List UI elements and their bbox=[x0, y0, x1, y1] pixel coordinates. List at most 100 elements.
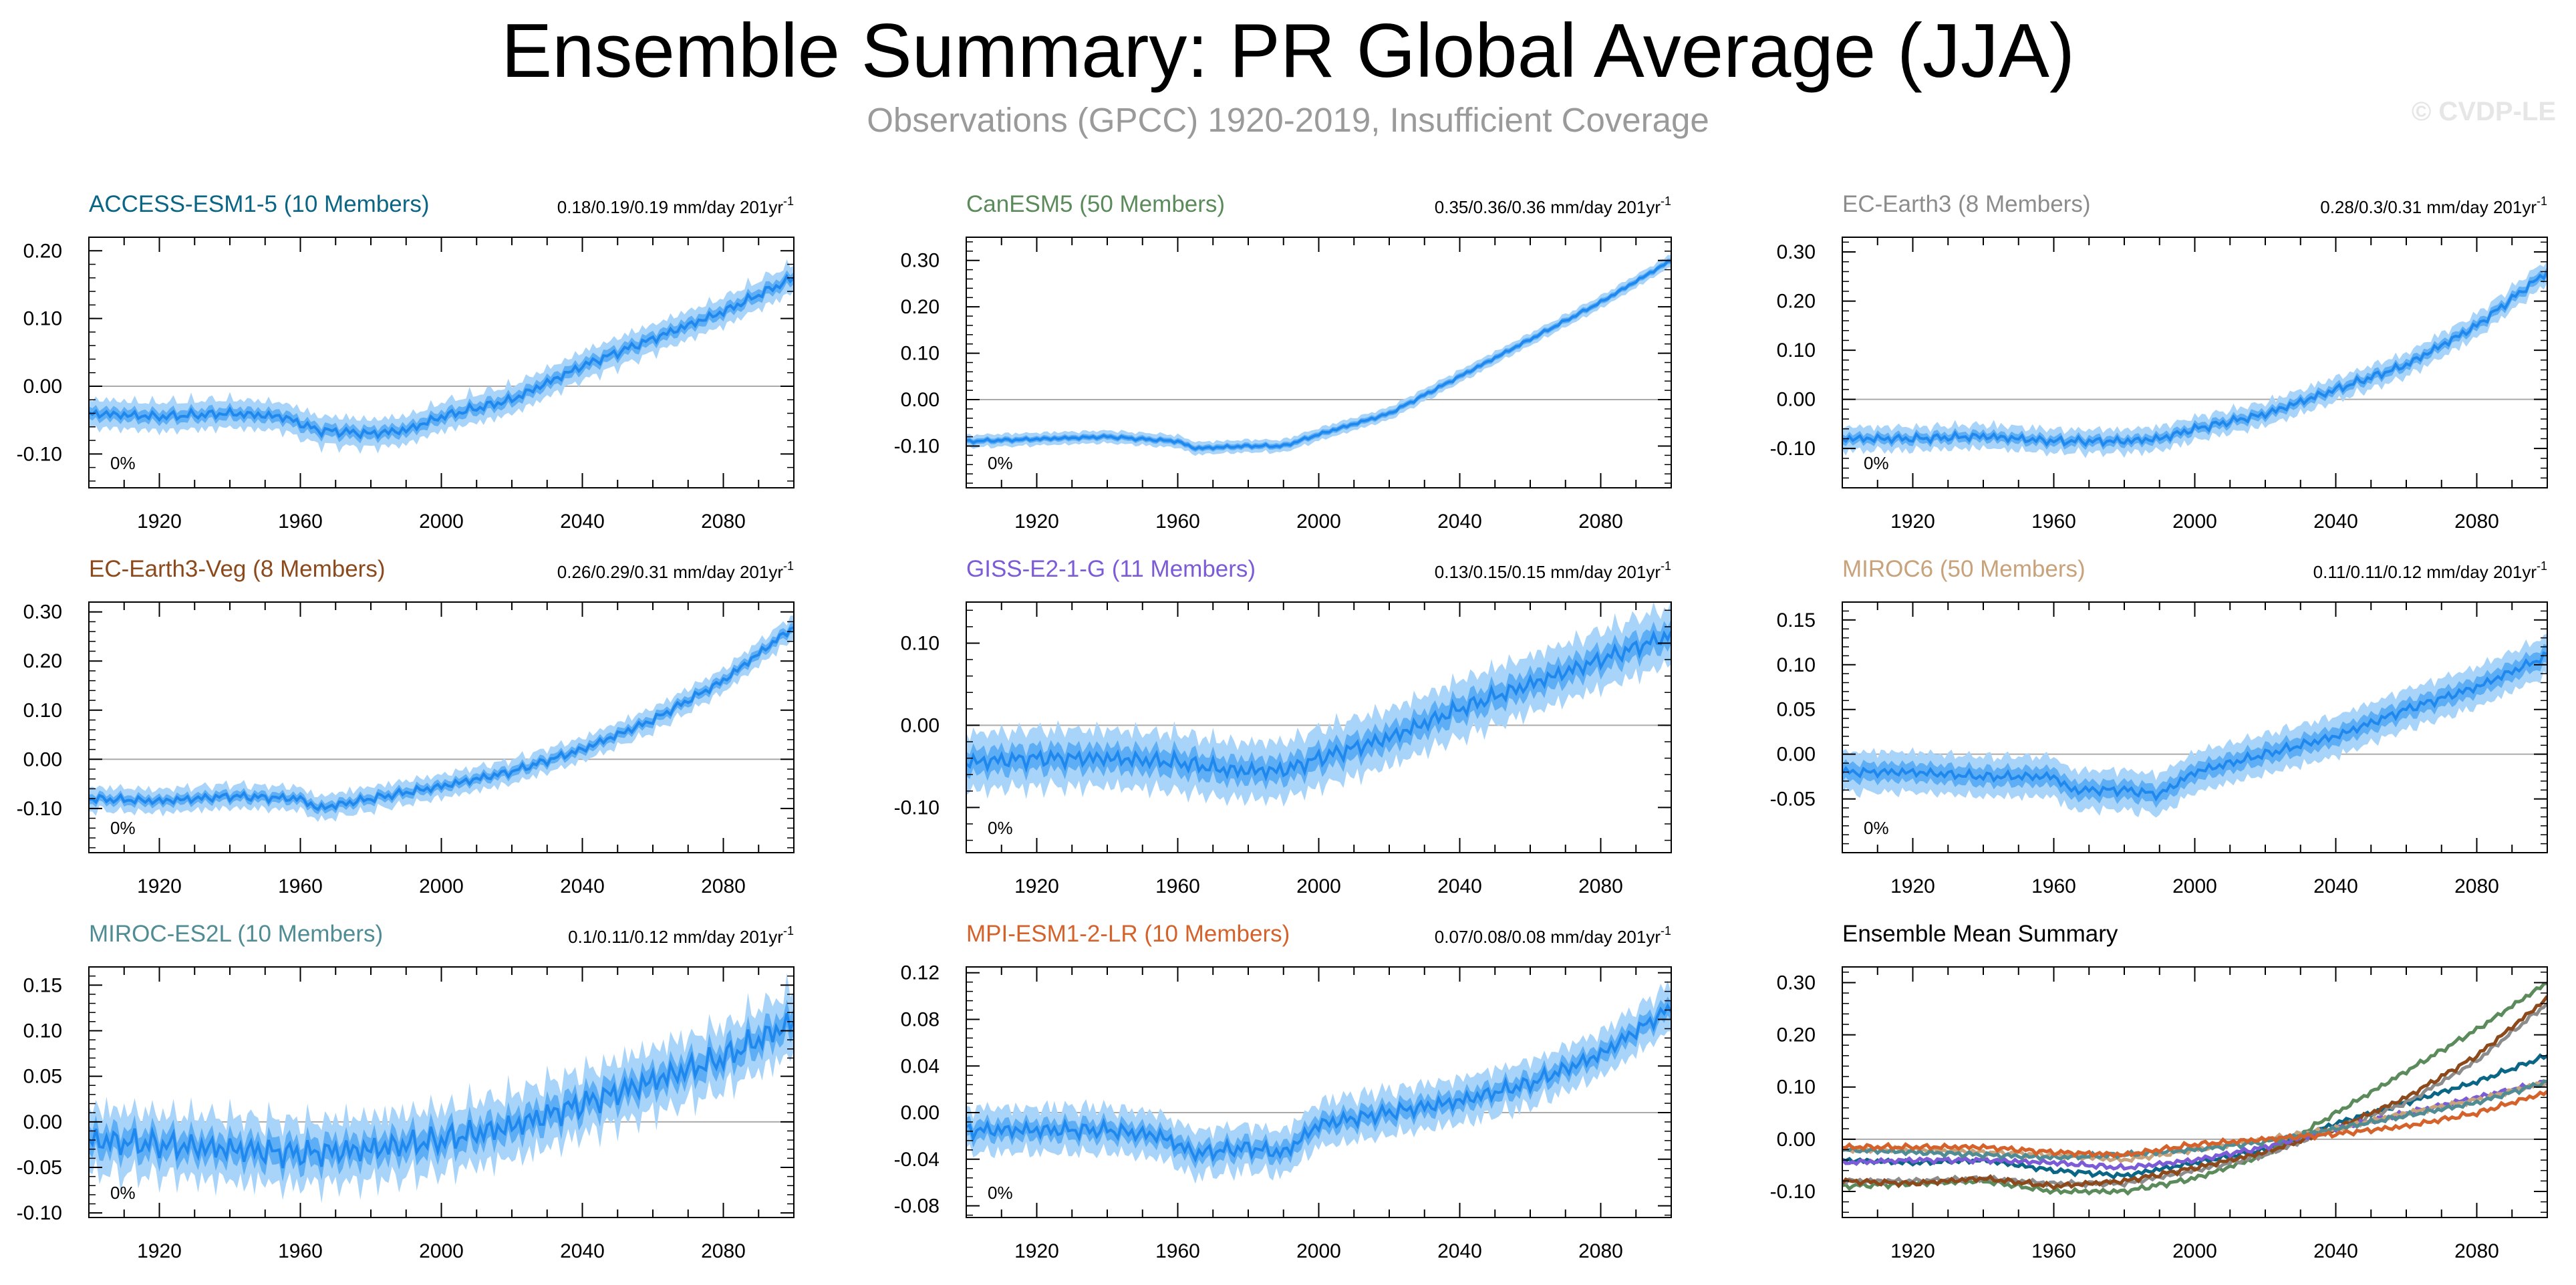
series-line bbox=[1842, 995, 2547, 1191]
y-tick-label: -0.05 bbox=[1770, 789, 1816, 811]
x-tick-label: 1960 bbox=[1155, 511, 1200, 533]
ensemble-mean-line bbox=[966, 1002, 1671, 1163]
x-tick-label: 2040 bbox=[1437, 875, 1482, 897]
inner-spread-band bbox=[89, 270, 794, 444]
x-tick-label: 1920 bbox=[1014, 1240, 1059, 1262]
y-tick-label: 0.10 bbox=[23, 308, 62, 330]
y-tick-label: 0.15 bbox=[23, 974, 62, 996]
series-line bbox=[1842, 1079, 2547, 1171]
x-tick-label: 1920 bbox=[1014, 511, 1059, 533]
trend-label: 0.28/0.3/0.31 mm/day 201yr-1 bbox=[2320, 194, 2547, 217]
outer-spread-band bbox=[966, 980, 1671, 1184]
panel-title: MIROC-ES2L (10 Members) bbox=[89, 921, 383, 947]
ensemble-mean-line bbox=[1842, 651, 2547, 802]
trend-label: 0.07/0.08/0.08 mm/day 201yr-1 bbox=[1435, 924, 1671, 947]
x-tick-label: 2000 bbox=[419, 511, 464, 533]
panel-title: CanESM5 (50 Members) bbox=[966, 191, 1225, 217]
x-tick-label: 1920 bbox=[1890, 875, 1935, 897]
y-tick-label: 0.00 bbox=[23, 1111, 62, 1133]
y-tick-label: -0.10 bbox=[894, 436, 940, 458]
chart-panel: Ensemble Mean Summary 1920 1960 2000 2040 208… bbox=[1770, 921, 2548, 1262]
x-tick-label: 2000 bbox=[1296, 511, 1341, 533]
y-tick-label: 0.00 bbox=[1777, 744, 1816, 766]
y-tick-label: 0.30 bbox=[1777, 241, 1816, 263]
y-tick-label: 0.30 bbox=[901, 250, 940, 272]
x-tick-label: 2040 bbox=[2313, 1240, 2358, 1262]
percent-label: 0% bbox=[110, 1183, 136, 1203]
y-tick-label: -0.10 bbox=[1770, 438, 1816, 460]
page-title: Ensemble Summary: PR Global Average (JJA… bbox=[501, 9, 2075, 94]
x-tick-label: 2000 bbox=[1296, 875, 1341, 897]
percent-label: 0% bbox=[1864, 818, 1889, 838]
x-tick-label: 1960 bbox=[2031, 1240, 2076, 1262]
x-tick-label: 1920 bbox=[1890, 1240, 1935, 1262]
y-tick-label: 0.20 bbox=[1777, 1024, 1816, 1046]
y-tick-label: -0.10 bbox=[894, 797, 940, 819]
panel-title: ACCESS-ESM1-5 (10 Members) bbox=[89, 191, 430, 217]
y-tick-label: -0.10 bbox=[1770, 1181, 1816, 1203]
page-subtitle: Observations (GPCC) 1920-2019, Insuffici… bbox=[867, 101, 1709, 139]
y-tick-label: 0.10 bbox=[1777, 339, 1816, 362]
percent-label: 0% bbox=[988, 818, 1013, 838]
y-tick-label: 0.08 bbox=[901, 1008, 940, 1030]
watermark: © CVDP-LE bbox=[2411, 97, 2556, 126]
trend-label: 0.11/0.11/0.12 mm/day 201yr-1 bbox=[2313, 559, 2547, 582]
plot-frame bbox=[966, 966, 1672, 1218]
outer-spread-band bbox=[966, 255, 1671, 456]
series-line bbox=[1842, 1079, 2547, 1161]
y-tick-label: 0.00 bbox=[1777, 389, 1816, 411]
y-tick-label: 0.05 bbox=[23, 1066, 62, 1088]
y-tick-label: -0.10 bbox=[17, 798, 62, 820]
x-tick-label: 1960 bbox=[2031, 511, 2076, 533]
y-tick-label: 0.00 bbox=[23, 748, 62, 770]
y-tick-label: 0.10 bbox=[901, 343, 940, 365]
y-tick-label: 0.20 bbox=[901, 296, 940, 318]
trend-label: 0.13/0.15/0.15 mm/day 201yr-1 bbox=[1435, 559, 1671, 582]
y-tick-label: -0.05 bbox=[17, 1157, 62, 1179]
x-tick-label: 2080 bbox=[1578, 875, 1623, 897]
y-tick-label: 0.00 bbox=[901, 389, 940, 411]
y-tick-label: 0.10 bbox=[1777, 1077, 1816, 1099]
panel-title: Ensemble Mean Summary bbox=[1842, 921, 2118, 947]
y-tick-label: 0.04 bbox=[901, 1055, 940, 1077]
x-tick-label: 2000 bbox=[2172, 1240, 2217, 1262]
x-tick-label: 1920 bbox=[1014, 875, 1059, 897]
x-tick-label: 2040 bbox=[560, 1240, 605, 1262]
trend-label: 0.1/0.11/0.12 mm/day 201yr-1 bbox=[568, 924, 794, 947]
x-tick-label: 2080 bbox=[701, 1240, 746, 1262]
trend-label: 0.35/0.36/0.36 mm/day 201yr-1 bbox=[1435, 194, 1671, 217]
inner-spread-band bbox=[89, 999, 794, 1182]
x-tick-label: 2080 bbox=[701, 511, 746, 533]
y-tick-label: -0.10 bbox=[17, 1202, 62, 1224]
x-tick-label: 2080 bbox=[1578, 1240, 1623, 1262]
y-tick-label: 0.20 bbox=[23, 650, 62, 672]
x-tick-label: 2000 bbox=[2172, 511, 2217, 533]
chart-panel: MPI-ESM1-2-LR (10 Members) 0.07/0.08/0.08… bbox=[894, 921, 1672, 1262]
chart-panel: MIROC6 (50 Members) 0.11/0.11/0.12 mm/day… bbox=[1770, 556, 2548, 897]
y-tick-label: 0.30 bbox=[23, 601, 62, 623]
plot-frame bbox=[88, 601, 795, 853]
outer-spread-band bbox=[966, 602, 1671, 807]
chart-panel: EC-Earth3-Veg (8 Members) 0.26/0.29/0.31 … bbox=[17, 556, 795, 897]
plot-area bbox=[89, 973, 794, 1203]
y-tick-label: 0.12 bbox=[901, 962, 940, 984]
x-tick-label: 2080 bbox=[701, 875, 746, 897]
x-tick-label: 2000 bbox=[1296, 1240, 1341, 1262]
x-tick-label: 2040 bbox=[1437, 511, 1482, 533]
trend-label: 0.18/0.19/0.19 mm/day 201yr-1 bbox=[557, 194, 794, 217]
y-tick-label: 0.15 bbox=[1777, 609, 1816, 631]
x-tick-label: 2000 bbox=[2172, 875, 2217, 897]
panel-title: EC-Earth3-Veg (8 Members) bbox=[89, 556, 385, 582]
y-tick-label: 0.10 bbox=[23, 1020, 62, 1042]
plot-area bbox=[1842, 982, 2547, 1196]
x-tick-label: 1960 bbox=[278, 875, 323, 897]
percent-label: 0% bbox=[988, 453, 1013, 473]
chart-panel: CanESM5 (50 Members) 0.35/0.36/0.36 mm/da… bbox=[894, 191, 1672, 533]
y-tick-label: -0.08 bbox=[894, 1195, 940, 1218]
plot-area bbox=[1842, 633, 2547, 818]
y-tick-label: 0.30 bbox=[1777, 972, 1816, 994]
outer-spread-band bbox=[89, 259, 794, 454]
percent-label: 0% bbox=[110, 453, 136, 473]
x-tick-label: 1920 bbox=[137, 875, 182, 897]
plot-frame bbox=[1842, 601, 2548, 853]
